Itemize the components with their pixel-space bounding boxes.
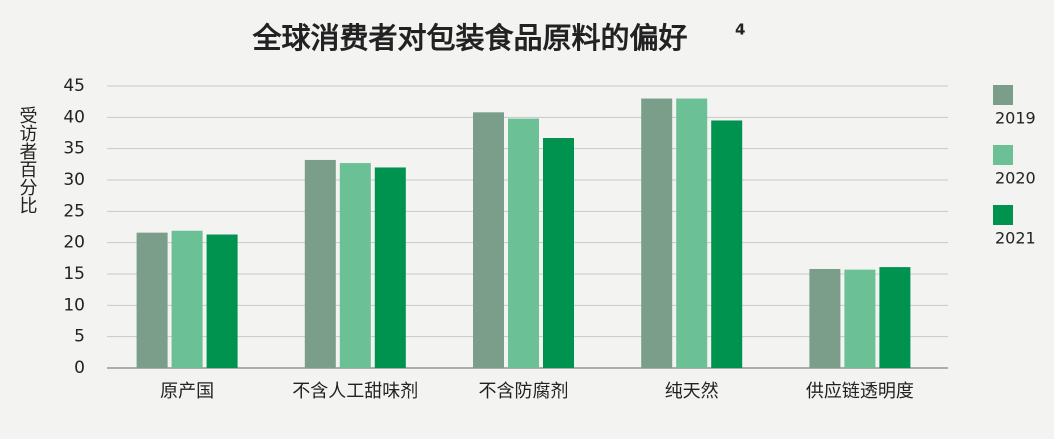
legend-swatch (993, 145, 1013, 165)
y-tick-label: 25 (63, 201, 85, 221)
bar (136, 232, 168, 368)
x-tick-label: 供应链透明度 (806, 381, 914, 402)
bar (543, 138, 574, 368)
bar (676, 98, 708, 369)
y-tick-label: 20 (63, 233, 85, 253)
bar (374, 167, 406, 368)
bar (473, 112, 504, 368)
x-tick-label: 不含防腐剂 (479, 381, 569, 402)
y-tick-label: 35 (63, 139, 85, 159)
x-tick-label: 不含人工甜味剂 (292, 381, 418, 402)
y-axis-label: 受访者百分比 (17, 106, 38, 214)
bar (641, 98, 673, 369)
bar (339, 163, 371, 368)
bar (508, 118, 539, 368)
x-tick-label: 原产国 (160, 381, 214, 402)
y-tick-label: 10 (63, 295, 85, 315)
bar (879, 267, 911, 368)
legend-swatch (993, 205, 1013, 225)
y-tick-label: 5 (74, 327, 85, 347)
legend-swatch (993, 85, 1013, 105)
bar (171, 230, 203, 368)
bar (206, 234, 238, 368)
y-tick-label: 15 (63, 264, 85, 284)
bar (844, 269, 876, 368)
y-tick-label: 40 (63, 107, 85, 127)
legend-label: 2020 (995, 169, 1036, 188)
x-tick-label: 纯天然 (665, 381, 719, 402)
legend-label: 2021 (995, 229, 1036, 248)
bar (304, 159, 336, 368)
chart-title: 全球消费者对包装食品原料的偏好 (251, 21, 687, 55)
legend-label: 2019 (995, 109, 1036, 128)
y-tick-label: 30 (63, 170, 85, 190)
bar (809, 268, 841, 368)
y-tick-label: 45 (63, 76, 85, 96)
bar (711, 120, 743, 368)
title-superscript: 4 (735, 21, 745, 39)
y-tick-label: 0 (74, 358, 85, 378)
